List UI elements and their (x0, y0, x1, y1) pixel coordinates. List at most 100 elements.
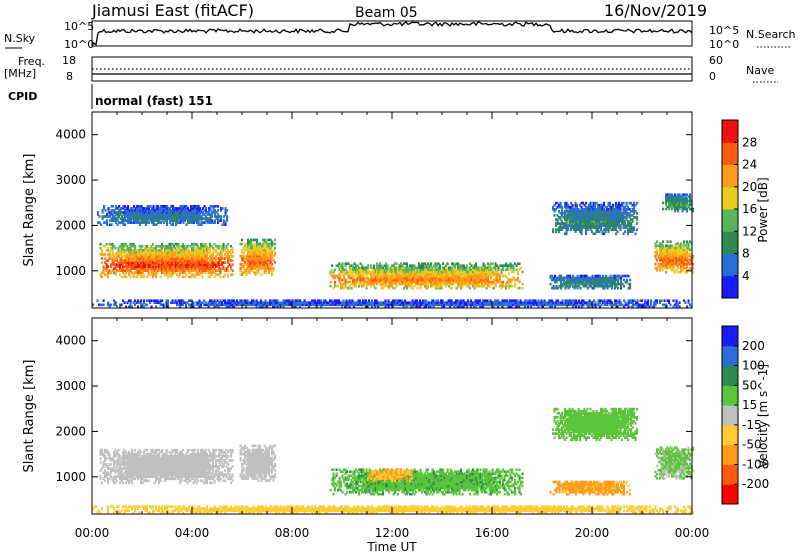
range-cell (572, 280, 575, 284)
range-cell (356, 301, 359, 304)
range-cell (288, 303, 291, 307)
range-cell (599, 284, 602, 288)
range-cell (457, 276, 460, 280)
range-cell (494, 262, 497, 265)
range-cell (92, 303, 95, 307)
range-cell (674, 197, 677, 201)
range-cell (675, 264, 678, 268)
range-cell (191, 209, 194, 212)
range-cell (193, 211, 196, 214)
range-cell (564, 210, 567, 213)
range-cell (663, 256, 666, 260)
range-cell (250, 254, 253, 258)
range-cell (172, 217, 175, 220)
range-cell (135, 271, 138, 275)
range-cell (150, 261, 153, 264)
range-cell (146, 219, 149, 222)
range-cell (410, 278, 413, 282)
range-cell (171, 269, 174, 272)
range-cell (672, 252, 675, 256)
range-cell (149, 299, 152, 302)
range-cell (193, 205, 196, 208)
range-cell (678, 246, 681, 250)
range-cell (558, 274, 561, 278)
range-cell (265, 257, 268, 260)
range-cell (144, 257, 147, 260)
range-cell (609, 212, 612, 215)
range-cell (616, 218, 619, 221)
range-cell (287, 301, 290, 304)
range-cell (158, 265, 161, 268)
range-cell (241, 254, 244, 258)
range-cell (189, 275, 192, 279)
range-cell (216, 299, 219, 302)
range-cell (669, 203, 672, 207)
range-cell (564, 222, 567, 225)
range-cell (112, 213, 115, 216)
range-cell (208, 207, 211, 210)
range-cell (149, 255, 152, 258)
range-cell (175, 221, 178, 224)
range-cell (686, 197, 689, 201)
range-cell (448, 280, 451, 284)
range-cell (242, 271, 245, 274)
range-cell (171, 253, 174, 256)
range-cell (413, 278, 416, 282)
range-cell (343, 270, 346, 274)
range-cell (588, 203, 591, 207)
range-cell (467, 276, 470, 280)
range-cell (552, 278, 555, 282)
range-cell (352, 274, 355, 278)
range-cell (204, 242, 207, 246)
range-cell (394, 272, 397, 276)
range-cell (303, 303, 306, 307)
range-cell (601, 203, 604, 207)
range-cell (166, 221, 169, 224)
range-cell (198, 253, 201, 256)
range-cell (250, 263, 253, 266)
beam-title: Beam 05 (355, 5, 418, 21)
range-cell (138, 253, 141, 256)
range-cell (195, 251, 198, 254)
range-cell (122, 244, 125, 248)
range-cell (618, 276, 621, 280)
range-cell (624, 220, 627, 223)
range-cell (681, 207, 684, 211)
range-cell (165, 273, 168, 277)
range-cell (692, 262, 695, 266)
range-cell (317, 301, 320, 304)
range-cell (143, 299, 146, 302)
range-cell (585, 228, 588, 231)
range-cell (605, 274, 608, 278)
range-cell (574, 210, 577, 213)
range-cell (451, 276, 454, 280)
range-cell (589, 208, 592, 211)
range-cell (334, 274, 337, 278)
range-cell (500, 286, 503, 290)
range-cell (112, 205, 115, 208)
range-cell (158, 261, 161, 264)
range-cell (625, 210, 628, 213)
range-cell (582, 280, 585, 284)
range-cell (621, 212, 624, 215)
range-cell (242, 265, 245, 268)
range-cell (230, 267, 233, 270)
range-cell (264, 301, 267, 304)
range-cell (392, 278, 395, 282)
range-cell (672, 199, 675, 203)
range-cell (261, 301, 264, 304)
range-cell (212, 303, 215, 307)
range-cell (192, 257, 195, 260)
range-cell (201, 247, 204, 250)
range-cell (101, 251, 104, 254)
range-cell (618, 214, 621, 217)
range-cell (183, 257, 186, 260)
range-cell (367, 282, 370, 286)
range-cell (595, 230, 598, 233)
range-cell (506, 264, 509, 267)
range-cell (260, 246, 263, 250)
range-cell (188, 263, 191, 266)
range-cell (169, 211, 172, 214)
range-cell (269, 265, 272, 268)
range-cell (123, 253, 126, 256)
